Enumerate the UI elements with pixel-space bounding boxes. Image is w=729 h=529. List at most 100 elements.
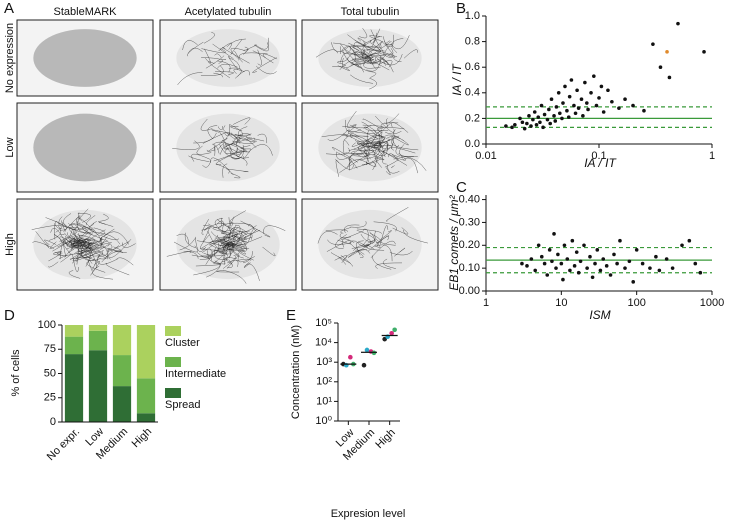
microtubules (317, 207, 428, 270)
data-point (572, 264, 577, 268)
data-point (364, 347, 370, 353)
data-point (532, 110, 537, 114)
data-point (552, 114, 556, 118)
data-point (361, 362, 367, 368)
data-point (576, 270, 581, 275)
bar-segment (112, 386, 132, 422)
y-tick-label: 10⁴ (315, 337, 332, 349)
x-axis-label: IA / IT (584, 156, 617, 170)
x-tick-label: 10 (555, 297, 567, 309)
column-header: Acetylated tubulin (185, 6, 272, 18)
column-header: Total tubulin (341, 6, 400, 18)
y-tick-label: 75 (44, 343, 56, 355)
data-point (599, 84, 604, 89)
legend-label: Spread (165, 399, 200, 411)
data-point (604, 264, 609, 268)
data-point (504, 124, 508, 128)
data-point (553, 119, 558, 123)
y-tick-label: 0.0 (465, 138, 480, 150)
microtubules (177, 32, 278, 86)
data-point (623, 266, 627, 270)
data-point (520, 120, 525, 125)
data-point (586, 107, 590, 112)
data-point (698, 270, 703, 275)
y-tick-label: 100 (38, 319, 56, 331)
data-point (531, 117, 535, 122)
data-point (565, 257, 570, 261)
x-tick-label: High (373, 427, 397, 451)
data-point (687, 238, 692, 243)
cell-body (176, 113, 280, 182)
data-point (658, 65, 663, 69)
data-point (561, 101, 565, 105)
data-point (606, 88, 610, 93)
legend-swatch (165, 326, 181, 336)
y-tick-label: 0.20 (459, 239, 480, 251)
data-point (547, 248, 552, 252)
data-point (554, 266, 558, 270)
legend-label: Intermediate (165, 368, 226, 380)
data-point (569, 78, 574, 82)
y-tick-label: 1.0 (465, 10, 480, 22)
data-point (552, 232, 556, 236)
y-tick-label: 10⁵ (315, 317, 332, 329)
y-tick-label: 0.00 (459, 285, 480, 297)
bar-segment (64, 325, 84, 337)
data-point (608, 273, 613, 277)
data-point (549, 97, 554, 101)
x-tick-label: 0.01 (475, 150, 496, 162)
data-point (670, 266, 675, 270)
data-point (510, 125, 514, 130)
data-point (590, 275, 595, 280)
data-point (558, 111, 562, 116)
data-point (623, 97, 627, 101)
y-tick-label: 0.6 (465, 61, 480, 73)
cell-body (318, 113, 422, 182)
data-point (567, 94, 572, 99)
data-point (572, 103, 576, 108)
panel-label: D (4, 307, 15, 324)
data-point (566, 115, 571, 119)
x-axis-label: ISM (589, 308, 610, 322)
data-point (601, 110, 606, 114)
bar-segment (64, 354, 84, 422)
data-point (642, 108, 646, 113)
data-point (595, 248, 600, 252)
data-point (615, 261, 619, 266)
data-point (579, 97, 584, 101)
y-tick-label: 10⁰ (315, 415, 332, 427)
x-tick-label: 0.1 (591, 150, 606, 162)
y-tick-label: 0.40 (459, 193, 480, 205)
data-point (576, 106, 581, 110)
data-point (536, 243, 541, 248)
data-point (520, 261, 524, 266)
microtubules (321, 110, 427, 177)
data-point (592, 74, 596, 78)
data-point (525, 121, 529, 126)
data-point (559, 261, 564, 266)
data-point (527, 114, 531, 118)
cell-body (176, 29, 280, 87)
data-point (547, 107, 551, 112)
data-point (627, 259, 632, 264)
data-point (561, 277, 565, 282)
row-label: High (4, 233, 16, 256)
data-point (575, 88, 579, 93)
microtubules (315, 27, 418, 90)
x-tick-label: 1 (709, 150, 715, 162)
data-point (612, 252, 616, 257)
data-point (693, 261, 698, 266)
data-point (702, 50, 706, 54)
data-point (513, 123, 517, 127)
x-tick-label: High (130, 426, 154, 450)
data-point (589, 91, 593, 95)
y-axis-label: IA / IT (450, 63, 464, 96)
data-point (545, 273, 550, 277)
data-point (665, 50, 669, 54)
y-axis-label: EB1 comets / μm² (447, 194, 461, 290)
row-label: Low (4, 137, 16, 157)
y-tick-label: 0.10 (459, 262, 480, 274)
y-tick-label: 10¹ (316, 395, 332, 407)
column-header: StableMARK (54, 6, 118, 18)
